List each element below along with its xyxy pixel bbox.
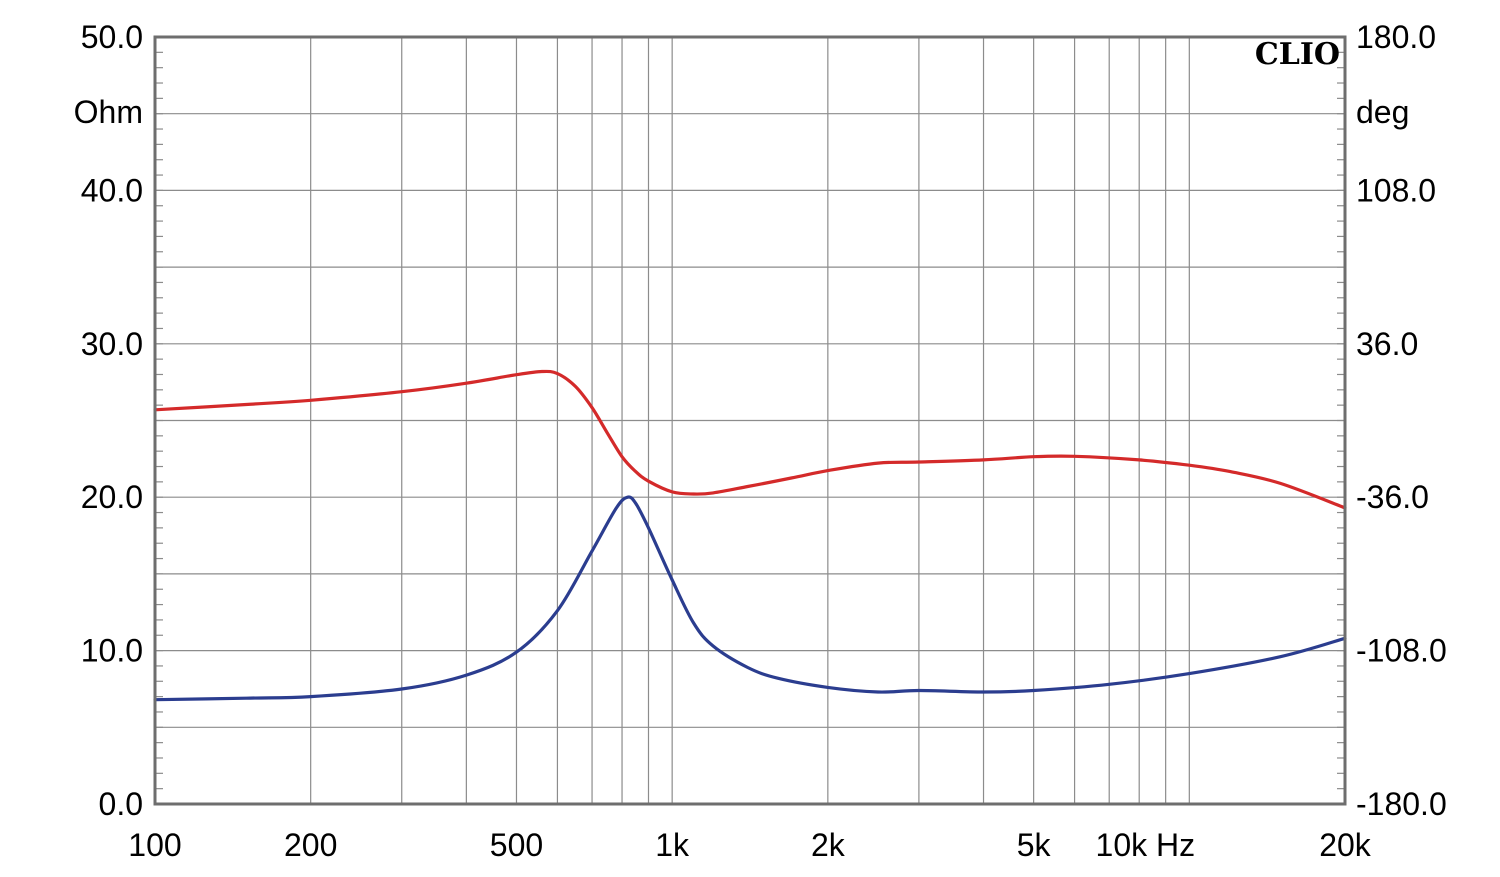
left-y-tick-label: 50.0 bbox=[81, 19, 143, 55]
right-y-tick-label: -36.0 bbox=[1356, 479, 1429, 515]
x-tick-label: 200 bbox=[284, 827, 337, 863]
grid-lines bbox=[155, 37, 1345, 804]
right-y-tick-label: 36.0 bbox=[1356, 326, 1418, 362]
right-y-tick-label: -108.0 bbox=[1356, 633, 1447, 669]
right-y-tick-label: 180.0 bbox=[1356, 19, 1436, 55]
left-y-tick-label: 20.0 bbox=[81, 479, 143, 515]
x-tick-label: 2k bbox=[811, 827, 846, 863]
right-y-tick-label: -180.0 bbox=[1356, 786, 1447, 822]
left-y-tick-label: 40.0 bbox=[81, 172, 143, 208]
impedance-curve bbox=[153, 495, 1347, 702]
x-tick-label: 500 bbox=[490, 827, 543, 863]
axis-labels: Ohm deg CLIO 100 200 500 1k 2k 5k 10k Hz 20k 0.0… bbox=[74, 19, 1447, 863]
left-y-tick-label: 0.0 bbox=[99, 786, 143, 822]
phase-curve bbox=[153, 369, 1347, 510]
right-axis-unit: deg bbox=[1356, 94, 1409, 130]
x-tick-label: 1k bbox=[655, 827, 690, 863]
left-y-tick-label: 10.0 bbox=[81, 633, 143, 669]
x-tick-label: 100 bbox=[128, 827, 181, 863]
left-y-tick-label: 30.0 bbox=[81, 326, 143, 362]
clio-brand-label: CLIO bbox=[1255, 37, 1340, 72]
x-tick-label: 5k bbox=[1017, 827, 1052, 863]
data-series bbox=[153, 369, 1347, 702]
right-y-tick-label: 108.0 bbox=[1356, 172, 1436, 208]
plot-frame bbox=[153, 35, 1347, 806]
x-tick-label: 10k Hz bbox=[1096, 827, 1196, 863]
left-axis-unit: Ohm bbox=[74, 94, 143, 130]
x-tick-label: 20k bbox=[1319, 827, 1372, 863]
